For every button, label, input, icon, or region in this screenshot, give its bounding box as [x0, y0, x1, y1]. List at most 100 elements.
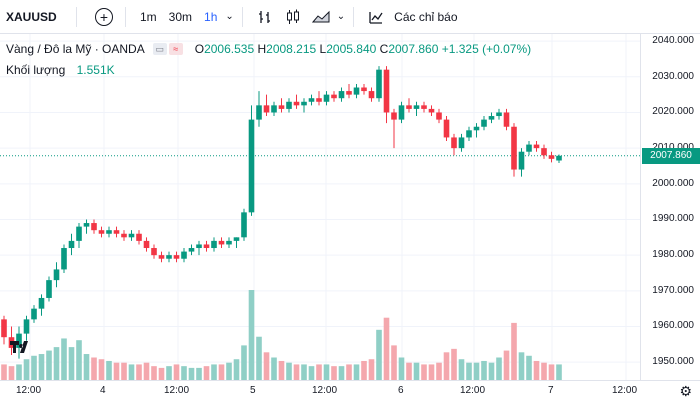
volume-bar [443, 352, 450, 380]
price-tick-label: 1990.000 [652, 213, 694, 225]
candle-body [383, 69, 390, 113]
candle-body [23, 319, 30, 334]
indicators-button[interactable]: Các chỉ báo [394, 9, 458, 24]
volume-bar [541, 362, 547, 380]
candle-body [376, 69, 382, 99]
volume-bar [31, 355, 37, 380]
volume-bar [428, 364, 435, 380]
time-tick-label: 4 [100, 385, 106, 396]
volume-bar [293, 364, 300, 380]
candle-body [428, 108, 435, 113]
close-value: 2007.860 [388, 42, 439, 56]
volume-bar [203, 366, 210, 380]
candle-body [248, 119, 255, 213]
candle-body [211, 240, 217, 249]
candle-body [541, 148, 547, 156]
area-chart-icon[interactable] [310, 6, 332, 28]
chevron-down-icon[interactable]: ⌄ [336, 11, 346, 22]
volume-bar [383, 317, 390, 380]
candle-body [121, 233, 127, 238]
volume-bar [278, 360, 285, 380]
volume-bar [136, 364, 142, 380]
volume-bar [76, 340, 82, 380]
volume-bar [1, 364, 7, 380]
volume-bar [248, 290, 255, 380]
compare-add-button[interactable]: + [95, 7, 113, 26]
volume-bar [106, 360, 112, 380]
open-value: 2006.535 [204, 42, 255, 56]
volume-label: Khối lượng [6, 63, 66, 77]
volume-bar [413, 362, 420, 380]
price-tick-label: 1950.000 [652, 356, 694, 368]
candle-body [548, 155, 555, 159]
candle-body [293, 101, 300, 106]
candle-body [481, 119, 487, 127]
volume-legend: Khối lượng 1.551K [6, 63, 115, 77]
candle-body [53, 269, 60, 281]
timeframe-30m[interactable]: 30m [168, 9, 193, 24]
indicators-icon[interactable] [365, 6, 387, 28]
volume-bar [16, 364, 22, 380]
volume-bar [241, 345, 247, 380]
volume-bar [83, 354, 90, 380]
candle-body [196, 244, 202, 249]
alert-icon[interactable]: ≈ [168, 43, 183, 55]
settings-gear-icon[interactable]: ⚙ [679, 383, 692, 399]
volume-bar [473, 362, 480, 380]
volume-bar [271, 357, 277, 380]
time-axis[interactable]: ⚙ 12:00 4 12:00 5 12:00 6 12:00 7 12:00 [0, 380, 700, 400]
volume-bar [181, 366, 187, 380]
symbol-search[interactable]: XAUUSD [6, 9, 57, 24]
volume-bar [346, 364, 352, 380]
price-chart[interactable] [0, 34, 640, 380]
timeframe-1h[interactable]: 1h [204, 9, 218, 24]
volume-bar [466, 362, 472, 380]
timeframe-1m[interactable]: 1m [140, 9, 157, 24]
candle-body [1, 319, 7, 338]
volume-bar [398, 357, 405, 380]
volume-bar [226, 362, 232, 380]
candle-body [533, 144, 540, 149]
candle-body [316, 98, 322, 102]
price-tick-label: 1970.000 [652, 284, 694, 296]
chart-legend: Vàng / Đô la Mỹ · OANDA ▭ ≈ O2006.535 H2… [6, 42, 531, 56]
volume-bar [233, 359, 240, 380]
volume-bar [166, 366, 172, 380]
volume-bar [113, 362, 120, 380]
candle-body [488, 116, 495, 120]
volume-bar [338, 366, 345, 380]
candle-body [188, 248, 195, 252]
candle-body [158, 255, 165, 259]
volume-bar [53, 347, 60, 380]
price-tick-label: 1960.000 [652, 320, 694, 332]
volume-bar [91, 357, 97, 380]
instrument-name: Vàng / Đô la Mỹ · OANDA [6, 42, 145, 56]
candle-body [526, 144, 532, 152]
volume-bar [323, 364, 330, 380]
chevron-down-icon[interactable]: ⌄ [225, 11, 234, 22]
volume-bar [263, 352, 270, 380]
volume-bar [496, 357, 502, 380]
candle-body [421, 105, 427, 109]
candle-body [556, 155, 562, 161]
candle-body [113, 230, 120, 234]
candle-body [458, 137, 465, 149]
time-tick-label: 12:00 [312, 385, 338, 396]
volume-bar [368, 359, 375, 380]
last-price-badge: 2007.860 [642, 147, 700, 164]
price-axis[interactable]: 2040.000 2030.000 2020.000 2010.000 2000.000… [640, 34, 700, 380]
candlestick-icon[interactable] [282, 6, 304, 28]
time-tick-label: 12:00 [612, 385, 638, 396]
volume-bar [173, 364, 180, 380]
volume-bar [121, 362, 127, 380]
candle-body [218, 240, 225, 245]
volume-bar [308, 366, 315, 380]
eye-icon[interactable]: ▭ [152, 43, 167, 55]
candle-body [368, 91, 375, 99]
volume-bar [451, 348, 457, 380]
volume-bar [23, 359, 30, 380]
candle-body [38, 297, 45, 309]
candle-body [241, 212, 247, 238]
bar-chart-icon[interactable] [254, 6, 276, 28]
candle-body [61, 248, 67, 270]
